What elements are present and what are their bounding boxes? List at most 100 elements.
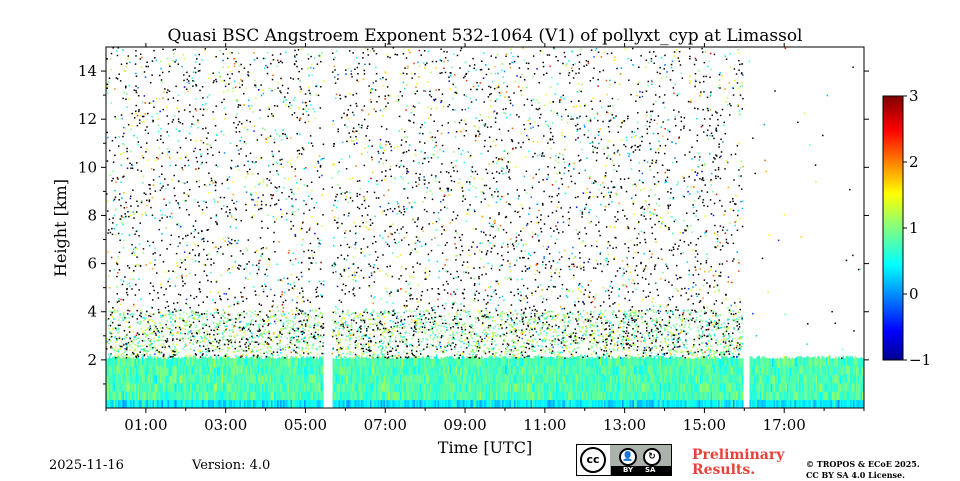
heatmap-cell (703, 131, 705, 133)
heatmap-cell (144, 102, 146, 104)
heatmap-cell (662, 364, 665, 374)
heatmap-cell (635, 399, 638, 408)
heatmap-cell (584, 399, 587, 408)
heatmap-cell (473, 364, 476, 374)
heatmap-cell (261, 335, 263, 337)
heatmap-cell (755, 374, 758, 384)
heatmap-cell (579, 313, 582, 315)
heatmap-cell (815, 366, 818, 376)
heatmap-cell (605, 226, 608, 228)
heatmap-cell (787, 399, 789, 408)
heatmap-cell (302, 290, 304, 292)
heatmap-cell (604, 391, 606, 401)
heatmap-cell (579, 159, 582, 161)
heatmap-cell (664, 366, 666, 376)
heatmap-cell (373, 383, 375, 392)
heatmap-cell (349, 191, 351, 194)
heatmap-cell (862, 366, 864, 376)
heatmap-cell (521, 366, 524, 376)
heatmap-cell (752, 391, 755, 401)
heatmap-cell (451, 382, 453, 392)
heatmap-cell (319, 365, 321, 375)
heatmap-cell (548, 195, 551, 198)
heatmap-cell (416, 399, 419, 408)
heatmap-cell (675, 142, 677, 145)
heatmap-cell (732, 313, 735, 316)
heatmap-cell (191, 382, 194, 392)
heatmap-cell (749, 373, 752, 383)
heatmap-cell (687, 298, 690, 301)
heatmap-cell (151, 399, 153, 408)
heatmap-cell (733, 373, 735, 383)
heatmap-cell (706, 355, 708, 366)
heatmap-cell (817, 373, 819, 383)
heatmap-cell (848, 365, 851, 375)
heatmap-cell (550, 265, 553, 267)
heatmap-cell (495, 180, 498, 183)
heatmap-cell (391, 366, 393, 376)
heatmap-cell (218, 357, 221, 367)
heatmap-cell (577, 317, 580, 320)
heatmap-cell (661, 390, 663, 400)
heatmap-cell (259, 356, 261, 366)
heatmap-cell (790, 399, 792, 408)
heatmap-cell (434, 399, 437, 408)
heatmap-cell (399, 90, 402, 93)
heatmap-cell (690, 350, 692, 352)
heatmap-cell (341, 116, 343, 119)
heatmap-cell (535, 331, 538, 333)
heatmap-cell (237, 106, 239, 108)
heatmap-cell (584, 364, 587, 374)
heatmap-cell (472, 381, 474, 392)
heatmap-cell (529, 382, 531, 392)
heatmap-cell (598, 390, 600, 400)
heatmap-cell (346, 140, 348, 143)
heatmap-cell (308, 357, 311, 367)
heatmap-cell (154, 382, 156, 392)
heatmap-cell (426, 356, 428, 358)
heatmap-cell (578, 364, 581, 374)
heatmap-cell (838, 356, 840, 366)
heatmap-cell (164, 366, 167, 375)
heatmap-cell (209, 291, 212, 293)
heatmap-cell (445, 399, 447, 408)
heatmap-cell (525, 86, 528, 89)
heatmap-cell (651, 339, 654, 342)
heatmap-cell (371, 48, 374, 50)
heatmap-cell (133, 357, 135, 367)
heatmap-cell (699, 195, 701, 198)
heatmap-cell (505, 390, 507, 400)
heatmap-cell (273, 294, 276, 297)
heatmap-cell (133, 374, 135, 384)
heatmap-cell (485, 273, 487, 275)
heatmap-cell (559, 72, 561, 75)
heatmap-cell (824, 366, 827, 376)
heatmap-cell (570, 100, 573, 103)
heatmap-cell (778, 375, 780, 385)
heatmap-cell (708, 322, 711, 325)
heatmap-cell (404, 381, 407, 392)
heatmap-cell (160, 391, 162, 401)
heatmap-cell (692, 383, 695, 392)
heatmap-cell (607, 357, 609, 367)
heatmap-cell (555, 269, 557, 271)
heatmap-cell (640, 390, 642, 400)
heatmap-cell (276, 344, 279, 346)
heatmap-cell (572, 382, 575, 392)
heatmap-cell (277, 87, 279, 89)
heatmap-cell (481, 314, 484, 317)
heatmap-cell (808, 399, 810, 408)
heatmap-cell (191, 365, 194, 375)
heatmap-cell (375, 52, 378, 55)
heatmap-cell (649, 121, 651, 124)
heatmap-cell (510, 277, 513, 279)
heatmap-cell (778, 367, 780, 376)
heatmap-cell (269, 399, 272, 408)
heatmap-cell (433, 120, 435, 123)
heatmap-cell (595, 366, 597, 376)
heatmap-cell (384, 356, 386, 358)
heatmap-cell (124, 374, 126, 384)
heatmap-cell (565, 374, 567, 384)
heatmap-cell (152, 332, 154, 334)
heatmap-cell (115, 374, 117, 384)
